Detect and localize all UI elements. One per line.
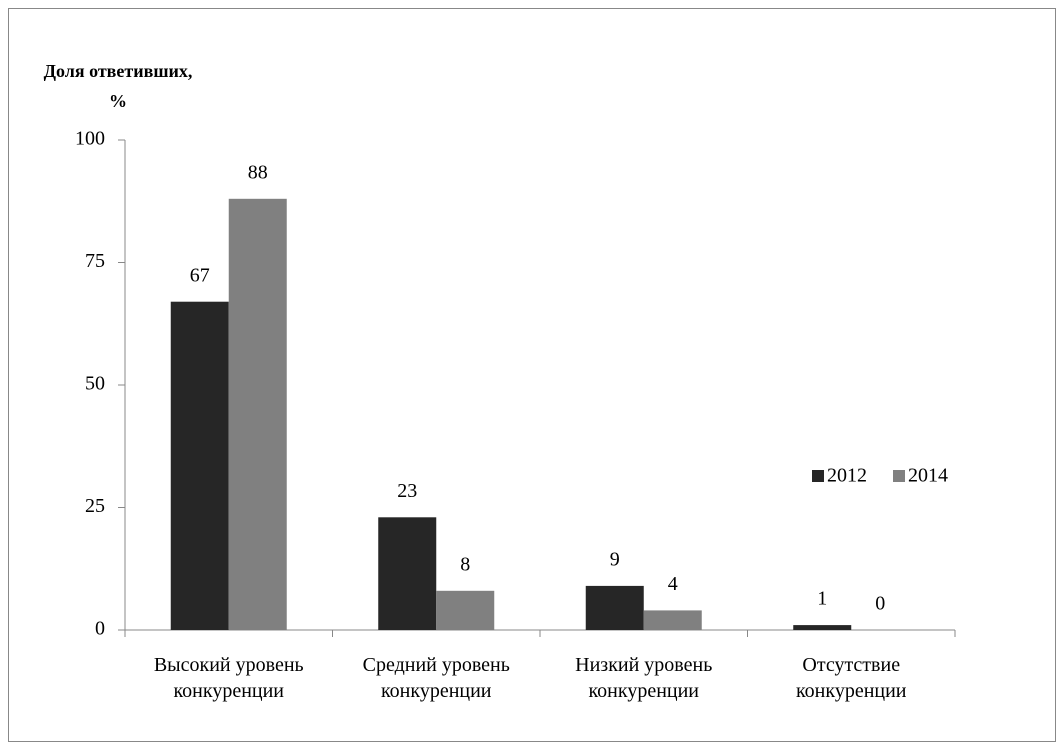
data-label: 8 [460, 553, 470, 575]
x-tick-label: Отсутствие конкуренции [795, 654, 907, 702]
data-label: 88 [248, 161, 268, 183]
bar [585, 585, 644, 630]
y-tick-label: 50 [85, 373, 105, 395]
bar [793, 625, 852, 630]
legend-label: 2012 [827, 465, 867, 487]
bar [643, 610, 702, 630]
data-label: 0 [875, 593, 885, 615]
data-label: 9 [610, 548, 620, 570]
x-tick-label: Высокий уровень конкуренции [153, 654, 304, 702]
data-label: 67 [190, 264, 210, 286]
y-tick-label: 0 [95, 618, 105, 640]
bar [378, 517, 437, 630]
frame [8, 8, 1056, 742]
x-tick-label: Средний уровень конкуренции [362, 654, 510, 702]
data-label: 1 [817, 588, 827, 610]
y-axis-label: Доля ответивших, % [43, 61, 193, 111]
legend-swatch [812, 470, 824, 482]
bar [170, 301, 229, 630]
bar [436, 590, 495, 630]
legend-label: 2014 [908, 465, 948, 487]
bar [228, 198, 287, 631]
data-label: 4 [668, 573, 678, 595]
y-tick-label: 25 [85, 495, 105, 517]
y-tick-label: 75 [85, 250, 105, 272]
legend-swatch [893, 470, 905, 482]
data-label: 23 [397, 480, 417, 502]
y-tick-label: 100 [75, 128, 105, 150]
x-tick-label: Низкий уровень конкуренции [575, 654, 713, 702]
